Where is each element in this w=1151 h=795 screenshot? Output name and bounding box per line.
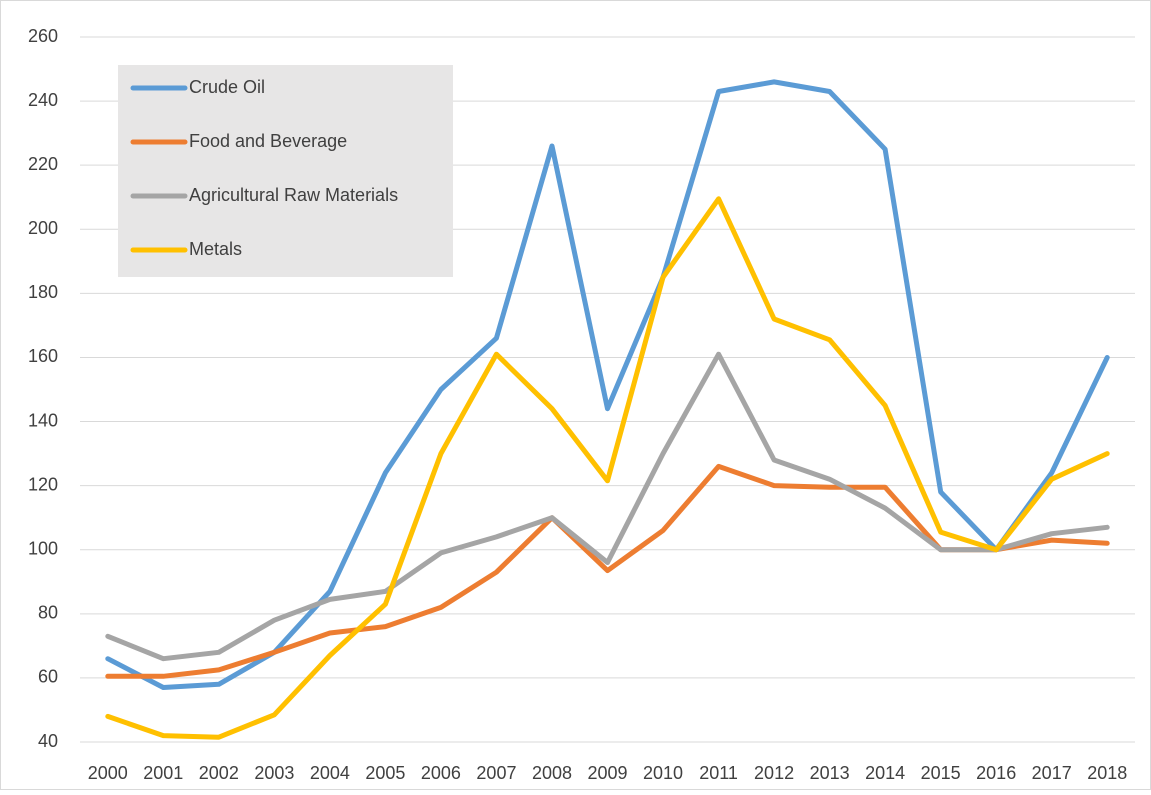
series-line bbox=[105, 196, 1110, 740]
y-tick-label: 40 bbox=[38, 731, 58, 751]
y-tick-label: 200 bbox=[28, 218, 58, 238]
legend-box bbox=[118, 65, 453, 277]
y-tick-label: 260 bbox=[28, 26, 58, 46]
x-tick-label: 2016 bbox=[976, 763, 1016, 783]
x-tick-label: 2003 bbox=[254, 763, 294, 783]
x-tick-label: 2005 bbox=[365, 763, 405, 783]
x-tick-label: 2009 bbox=[587, 763, 627, 783]
x-tick-label: 2000 bbox=[88, 763, 128, 783]
x-tick-label: 2002 bbox=[199, 763, 239, 783]
y-tick-label: 140 bbox=[28, 410, 58, 430]
y-tick-label: 100 bbox=[28, 538, 58, 558]
x-tick-label: 2015 bbox=[921, 763, 961, 783]
y-tick-label: 160 bbox=[28, 346, 58, 366]
y-tick-label: 220 bbox=[28, 154, 58, 174]
x-tick-label: 2013 bbox=[810, 763, 850, 783]
x-tick-label: 2010 bbox=[643, 763, 683, 783]
x-tick-label: 2007 bbox=[476, 763, 516, 783]
y-tick-label: 120 bbox=[28, 474, 58, 494]
x-tick-label: 2018 bbox=[1087, 763, 1127, 783]
x-tick-label: 2012 bbox=[754, 763, 794, 783]
x-tick-label: 2014 bbox=[865, 763, 905, 783]
x-tick-label: 2004 bbox=[310, 763, 350, 783]
x-tick-label: 2011 bbox=[699, 763, 738, 783]
legend-label: Crude Oil bbox=[189, 77, 265, 97]
y-tick-label: 60 bbox=[38, 667, 58, 687]
y-tick-label: 180 bbox=[28, 282, 58, 302]
x-tick-label: 2001 bbox=[143, 763, 183, 783]
legend-label: Metals bbox=[189, 239, 242, 259]
series-line bbox=[105, 351, 1110, 662]
x-tick-label: 2008 bbox=[532, 763, 572, 783]
y-tick-label: 240 bbox=[28, 90, 58, 110]
y-tick-label: 80 bbox=[38, 603, 58, 623]
x-tick-label: 2017 bbox=[1032, 763, 1072, 783]
legend-label: Food and Beverage bbox=[189, 131, 347, 151]
legend-label: Agricultural Raw Materials bbox=[189, 185, 398, 205]
x-tick-label: 2006 bbox=[421, 763, 461, 783]
